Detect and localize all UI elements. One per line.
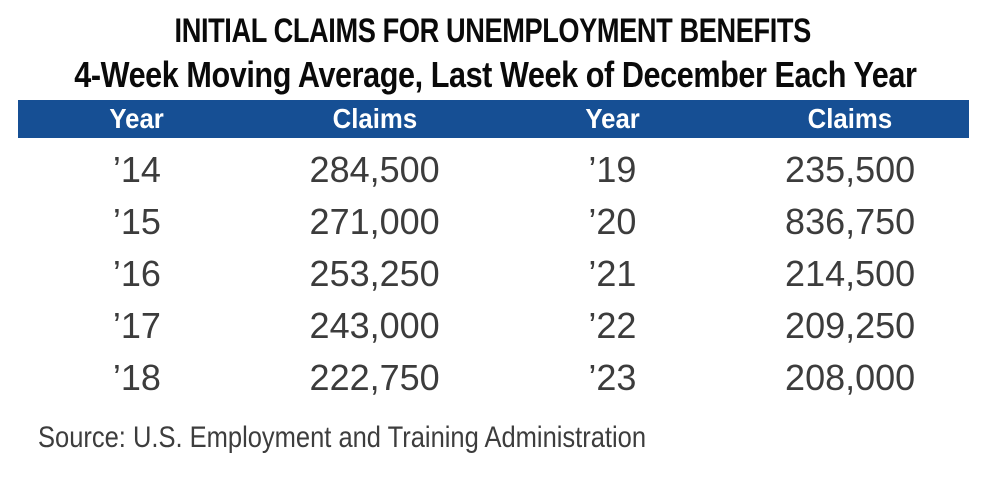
page-subtitle: 4-Week Moving Average, Last Week of Dece… bbox=[0, 56, 986, 94]
year-cell: ’23 bbox=[588, 357, 637, 398]
year-cell: ’20 bbox=[588, 201, 637, 242]
year-cell: ’15 bbox=[112, 201, 161, 242]
claims-cell: 214,500 bbox=[785, 253, 916, 294]
column-header-label: Claims bbox=[332, 103, 417, 134]
column-header-year-right: Year bbox=[494, 100, 732, 138]
claims-cell: 208,000 bbox=[785, 357, 916, 398]
page-subtitle-text: 4-Week Moving Average, Last Week of Dece… bbox=[74, 54, 917, 95]
column-header-claims-right: Claims bbox=[731, 100, 969, 138]
table-row: ’16 253,250 ’21 214,500 bbox=[18, 248, 969, 300]
claims-table: Year Claims Year Claims ’14 284,500 ’19 … bbox=[18, 100, 969, 404]
table-body: ’14 284,500 ’19 235,500 ’15 271,000 ’20 … bbox=[18, 138, 969, 404]
year-cell: ’21 bbox=[588, 253, 637, 294]
year-cell: ’17 bbox=[112, 305, 161, 346]
table-row: ’14 284,500 ’19 235,500 bbox=[18, 144, 969, 196]
claims-cell: 284,500 bbox=[309, 149, 440, 190]
column-header-label: Claims bbox=[807, 103, 893, 134]
page-title-text: INITIAL CLAIMS FOR UNEMPLOYMENT BENEFITS bbox=[174, 12, 812, 50]
claims-cell: 836,750 bbox=[785, 201, 916, 242]
year-cell: ’19 bbox=[588, 149, 637, 190]
year-cell: ’14 bbox=[112, 149, 161, 190]
source-note-text: Source: U.S. Employment and Training Adm… bbox=[38, 421, 647, 454]
table-row: ’17 243,000 ’22 209,250 bbox=[18, 300, 969, 352]
page-title: INITIAL CLAIMS FOR UNEMPLOYMENT BENEFITS bbox=[0, 14, 986, 48]
claims-cell: 209,250 bbox=[785, 305, 916, 346]
claims-cell: 271,000 bbox=[309, 201, 440, 242]
source-note: Source: U.S. Employment and Training Adm… bbox=[38, 421, 753, 454]
claims-cell: 243,000 bbox=[309, 305, 440, 346]
column-header-year-left: Year bbox=[18, 100, 256, 138]
table-row: ’15 271,000 ’20 836,750 bbox=[18, 196, 969, 248]
year-cell: ’16 bbox=[112, 253, 161, 294]
table-row: ’18 222,750 ’23 208,000 bbox=[18, 352, 969, 404]
claims-cell: 253,250 bbox=[309, 253, 440, 294]
table-header-row: Year Claims Year Claims bbox=[18, 100, 969, 138]
claims-cell: 222,750 bbox=[309, 357, 440, 398]
column-header-claims-left: Claims bbox=[256, 100, 494, 138]
column-header-label: Year bbox=[585, 103, 640, 134]
claims-cell: 235,500 bbox=[785, 149, 916, 190]
year-cell: ’22 bbox=[588, 305, 637, 346]
column-header-label: Year bbox=[109, 103, 165, 134]
year-cell: ’18 bbox=[112, 357, 161, 398]
